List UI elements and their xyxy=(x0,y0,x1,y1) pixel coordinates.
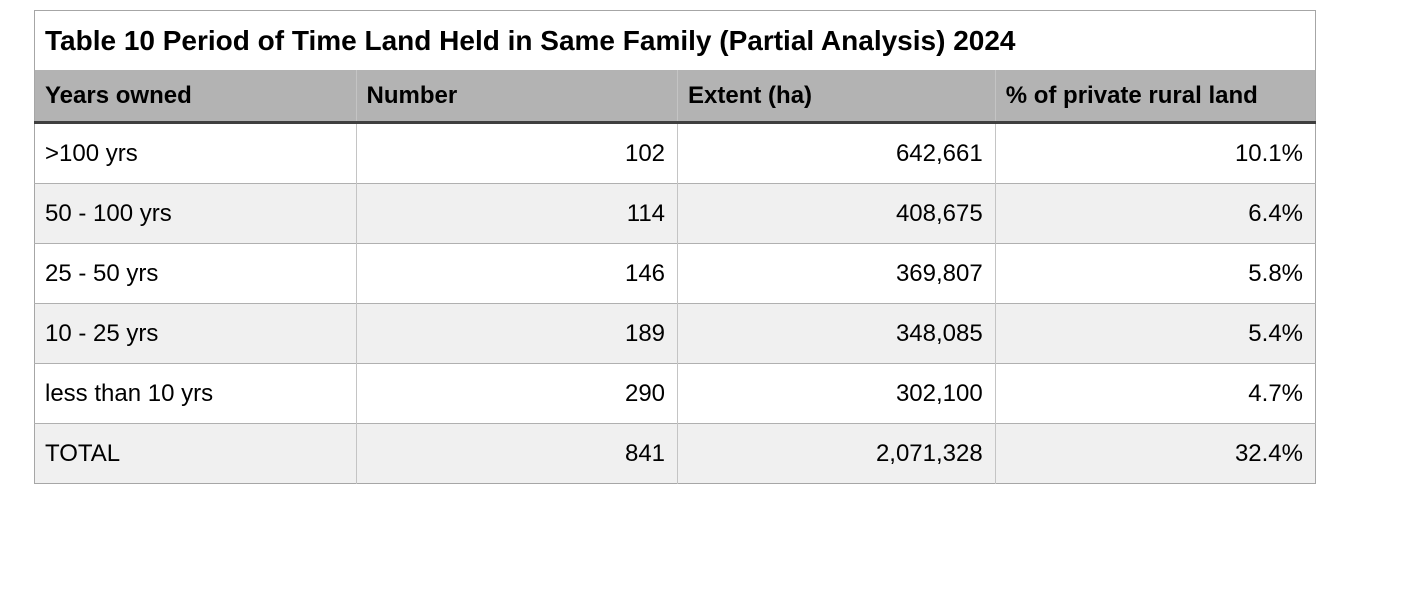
cell-years-owned: 50 - 100 yrs xyxy=(34,183,357,244)
cell-extent: 302,100 xyxy=(677,363,996,424)
table-header-row: Years owned Number Extent (ha) % of priv… xyxy=(34,70,1316,124)
cell-percent: 10.1% xyxy=(994,122,1316,184)
column-header-extent: Extent (ha) xyxy=(677,70,996,124)
table-row: 50 - 100 yrs 114 408,675 6.4% xyxy=(34,183,1316,244)
cell-extent: 642,661 xyxy=(677,122,996,184)
land-tenure-table: Table 10 Period of Time Land Held in Sam… xyxy=(34,10,1316,484)
table-row: 10 - 25 yrs 189 348,085 5.4% xyxy=(34,303,1316,364)
cell-years-owned: TOTAL xyxy=(34,423,357,484)
cell-number: 114 xyxy=(355,183,678,244)
cell-years-owned: 25 - 50 yrs xyxy=(34,243,357,304)
cell-percent: 32.4% xyxy=(994,423,1316,484)
cell-extent: 2,071,328 xyxy=(677,423,996,484)
table-row: >100 yrs 102 642,661 10.1% xyxy=(34,122,1316,184)
cell-percent: 5.8% xyxy=(994,243,1316,304)
column-header-percent: % of private rural land xyxy=(994,70,1316,124)
column-header-number: Number xyxy=(355,70,678,124)
cell-years-owned: 10 - 25 yrs xyxy=(34,303,357,364)
cell-extent: 408,675 xyxy=(677,183,996,244)
cell-number: 189 xyxy=(355,303,678,364)
cell-extent: 369,807 xyxy=(677,243,996,304)
cell-extent: 348,085 xyxy=(677,303,996,364)
cell-number: 146 xyxy=(355,243,678,304)
table-row: 25 - 50 yrs 146 369,807 5.8% xyxy=(34,243,1316,304)
table-title: Table 10 Period of Time Land Held in Sam… xyxy=(34,10,1316,70)
cell-percent: 6.4% xyxy=(994,183,1316,244)
cell-percent: 5.4% xyxy=(994,303,1316,364)
table-row-total: TOTAL 841 2,071,328 32.4% xyxy=(34,423,1316,484)
table-row: less than 10 yrs 290 302,100 4.7% xyxy=(34,363,1316,424)
cell-number: 102 xyxy=(355,122,678,184)
cell-percent: 4.7% xyxy=(994,363,1316,424)
column-header-years-owned: Years owned xyxy=(34,70,357,124)
table-body: >100 yrs 102 642,661 10.1% 50 - 100 yrs … xyxy=(34,122,1316,484)
cell-years-owned: less than 10 yrs xyxy=(34,363,357,424)
cell-number: 290 xyxy=(355,363,678,424)
cell-years-owned: >100 yrs xyxy=(34,122,357,184)
cell-number: 841 xyxy=(355,423,678,484)
table-title-row: Table 10 Period of Time Land Held in Sam… xyxy=(34,10,1316,70)
